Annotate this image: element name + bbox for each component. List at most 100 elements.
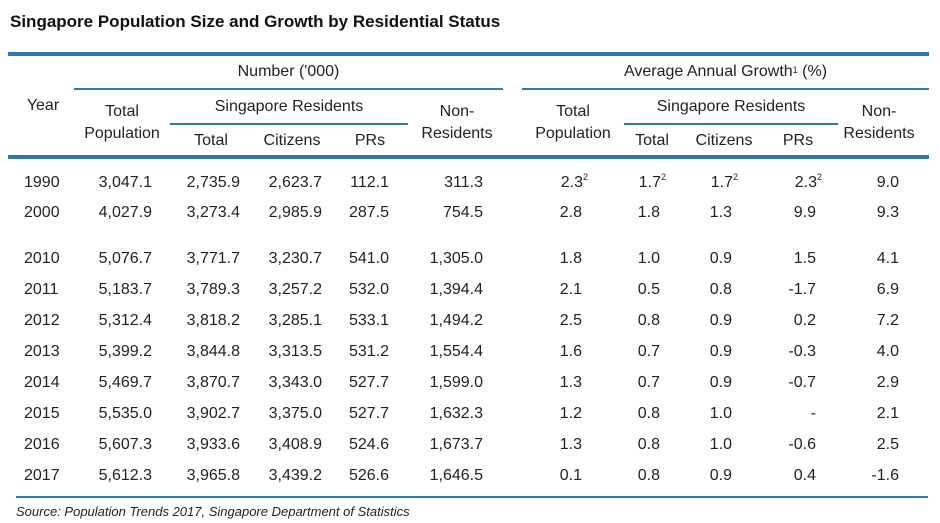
number-residents-total-cell: 3,933.6 [186, 436, 240, 453]
growth-value: 9.3 [876, 204, 899, 221]
number-residents-total-cell: 3,870.7 [186, 374, 240, 391]
year-cell: 2013 [24, 343, 60, 360]
growth-prs-cell: 0.4 [794, 467, 816, 485]
number-residents-total-cell: 3,902.7 [186, 405, 240, 422]
growth-prs-cell: 0.2 [794, 312, 816, 330]
number-total-population-cell: 4,027.9 [98, 204, 152, 221]
growth-value: 0.5 [637, 281, 660, 298]
header-growth-total: Total [635, 132, 669, 149]
growth-value: 0.1 [559, 467, 582, 484]
growth-citizens-cell: 0.9 [710, 312, 732, 330]
growth-non-residents-cell: 6.9 [877, 281, 899, 299]
number-residents-total-cell: 3,789.3 [186, 281, 240, 298]
growth-total-population-cell: 0.1 [560, 467, 582, 485]
growth-value: 2.1 [559, 281, 582, 298]
year-cell: 2010 [24, 250, 60, 267]
growth-total-population-cell: 1.3 [560, 436, 582, 454]
growth-value: 1.0 [637, 250, 660, 267]
footnote-marker: 2 [582, 172, 588, 182]
growth-value: 1.0 [709, 436, 732, 453]
number-total-population-cell: 5,612.3 [98, 467, 152, 484]
growth-residents-total-cell: 0.8 [638, 405, 660, 423]
growth-value: 2.8 [559, 204, 582, 221]
number-non-residents-cell: 1,494.2 [429, 312, 483, 329]
number-citizens-cell: 3,375.0 [268, 405, 322, 422]
residents-number-rule [170, 123, 408, 125]
growth-value: 9.0 [876, 174, 899, 191]
number-total-population-cell: 5,469.7 [98, 374, 152, 391]
growth-citizens-cell: 1.3 [710, 204, 732, 222]
number-prs-cell: 526.6 [348, 467, 389, 484]
residents-growth-rule [624, 123, 838, 125]
number-total-population-cell: 3,047.1 [98, 174, 152, 191]
growth-citizens-cell: 0.9 [710, 250, 732, 268]
growth-label: Average Annual Growth [623, 63, 793, 80]
header-growth-singapore-residents: Singapore Residents [656, 98, 806, 115]
number-citizens-cell: 3,285.1 [268, 312, 322, 329]
number-citizens-cell: 3,343.0 [268, 374, 322, 391]
growth-prs-cell: 1.5 [794, 250, 816, 268]
footnote-marker: 2 [816, 172, 822, 182]
year-cell: 2017 [24, 467, 60, 484]
growth-non-residents-cell: 2.5 [877, 436, 899, 454]
growth-total-population-cell: 1.8 [560, 250, 582, 268]
growth-value: 2.9 [876, 374, 899, 391]
number-non-residents-cell: 754.5 [442, 204, 483, 221]
growth-citizens-cell: 1.0 [710, 405, 732, 423]
number-residents-total-cell: 3,965.8 [186, 467, 240, 484]
header-growth-non-residents: Non-Residents [843, 103, 915, 142]
header-growth-group: Average Annual Growth1 (%) [522, 61, 929, 83]
growth-non-residents-cell: 9.3 [877, 204, 899, 222]
growth-value: -0.3 [788, 343, 816, 360]
growth-total-population-cell: 1.3 [560, 374, 582, 392]
growth-residents-total-cell: 1.8 [638, 204, 660, 222]
growth-total-population-cell: 1.2 [560, 405, 582, 423]
number-total-population-cell: 5,076.7 [98, 250, 152, 267]
growth-value: 1.3 [559, 374, 582, 391]
header-non-residents: Non-Residents [421, 103, 493, 142]
growth-residents-total-cell: 0.7 [638, 343, 660, 361]
growth-value: 1.8 [637, 204, 660, 221]
growth-value: -1.6 [871, 467, 899, 484]
growth-citizens-cell: 0.8 [710, 281, 732, 299]
growth-prs-cell: -0.7 [788, 374, 816, 392]
year-cell: 2015 [24, 405, 60, 422]
header-prs: PRs [354, 132, 386, 149]
growth-value: 1.7 [710, 174, 733, 191]
growth-value: 2.1 [876, 405, 899, 422]
number-group-rule [74, 88, 503, 90]
growth-total-population-cell: 2.8 [560, 204, 582, 222]
number-residents-total-cell: 3,771.7 [186, 250, 240, 267]
number-residents-total-cell: 3,844.8 [186, 343, 240, 360]
growth-non-residents-cell: 7.2 [877, 312, 899, 330]
growth-value: 9.9 [793, 204, 816, 221]
header-total-population: Total Population [84, 103, 160, 142]
header-bottom-rule [8, 155, 929, 159]
growth-total-population-cell: 2.5 [560, 312, 582, 330]
number-non-residents-cell: 1,599.0 [429, 374, 483, 391]
number-residents-total-cell: 3,273.4 [186, 204, 240, 221]
growth-value: 2.5 [559, 312, 582, 329]
growth-value: 0.8 [637, 467, 660, 484]
growth-value: 0.8 [709, 281, 732, 298]
number-non-residents-cell: 1,632.3 [429, 405, 483, 422]
number-non-residents-cell: 311.3 [444, 174, 483, 191]
growth-value: -1.7 [788, 281, 816, 298]
number-prs-cell: 533.1 [348, 312, 389, 329]
growth-value: 1.6 [559, 343, 582, 360]
growth-unit: (%) [797, 63, 828, 80]
growth-citizens-cell: 1.72 [710, 172, 738, 192]
year-cell: 2014 [24, 374, 60, 391]
year-cell: 2000 [24, 204, 60, 221]
growth-value: 4.0 [876, 343, 899, 360]
table-bottom-rule [16, 496, 928, 498]
growth-prs-cell: 2.32 [795, 172, 822, 192]
number-citizens-cell: 3,257.2 [268, 281, 322, 298]
growth-total-population-cell: 2.1 [560, 281, 582, 299]
growth-value: 0.7 [637, 374, 660, 391]
number-total-population-cell: 5,535.0 [98, 405, 152, 422]
growth-value: 0.9 [709, 467, 732, 484]
number-prs-cell: 527.7 [348, 374, 389, 391]
growth-value: 1.3 [559, 436, 582, 453]
